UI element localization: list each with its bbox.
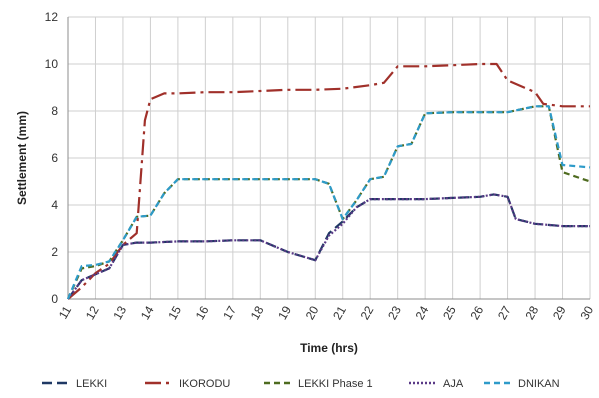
- x-axis-title: Time (hrs): [300, 341, 358, 355]
- x-tick-label: 24: [413, 303, 432, 322]
- legend-label: DNIKAN: [518, 378, 560, 390]
- x-tick-label: 21: [330, 303, 349, 322]
- x-tick-label: 30: [577, 303, 596, 322]
- y-tick-label: 0: [51, 292, 58, 306]
- x-tick-label: 16: [193, 303, 212, 322]
- legend: LEKKI IKORODU LEKKI Phase 1 AJA DNIKAN: [42, 378, 560, 390]
- x-tick-label: 27: [495, 303, 514, 322]
- series-line-1: [67, 62, 590, 300]
- y-tick-label: 6: [51, 151, 58, 165]
- x-tick-label: 17: [220, 303, 239, 322]
- series-line-3: [67, 193, 590, 300]
- legend-label: LEKKI: [76, 378, 107, 390]
- x-tick-label: 26: [468, 303, 487, 322]
- legend-label: LEKKI Phase 1: [298, 378, 373, 390]
- y-tick-label: 12: [45, 10, 59, 24]
- series-line-4: [66, 105, 591, 300]
- series-lines: [66, 62, 591, 300]
- x-tick-label: 18: [248, 303, 267, 322]
- x-tick-label: 15: [165, 303, 184, 322]
- y-tick-label: 8: [51, 104, 58, 118]
- x-tick-label: 13: [110, 303, 129, 322]
- x-tick-label: 12: [83, 303, 102, 322]
- x-tick-label: 25: [440, 303, 459, 322]
- x-tick-label: 29: [550, 303, 569, 322]
- legend-label: AJA: [443, 378, 464, 390]
- x-tick-label: 28: [522, 303, 541, 322]
- gridlines: [67, 16, 591, 300]
- x-tick-label: 14: [138, 303, 157, 322]
- x-tick-label: 23: [385, 303, 404, 322]
- legend-label: IKORODU: [179, 378, 230, 390]
- x-tick-label: 19: [275, 303, 294, 322]
- y-tick-label: 10: [45, 57, 59, 71]
- y-tick-label: 4: [51, 198, 58, 212]
- axes: [67, 17, 590, 300]
- y-tick-label: 2: [51, 245, 58, 259]
- x-tick-label: 20: [303, 303, 322, 322]
- x-tick-label: 22: [358, 303, 377, 322]
- y-axis-title: Settlement (mm): [15, 111, 29, 205]
